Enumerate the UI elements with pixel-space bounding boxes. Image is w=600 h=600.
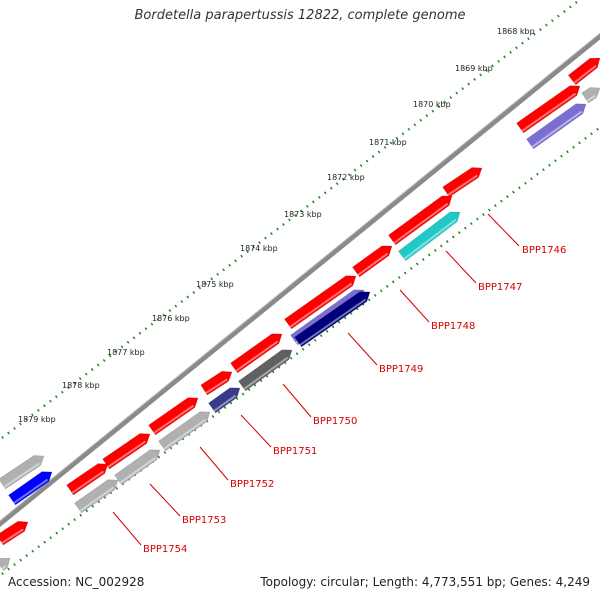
feature-forward-3-shine: [447, 174, 478, 196]
feature-forward-1: [516, 85, 581, 134]
gene-leader-line: [487, 213, 520, 247]
tick-label: 1871 kbp: [369, 138, 407, 147]
feature-grey-2-shine: [119, 456, 157, 484]
feature-grey-3-shine: [79, 486, 115, 512]
gene-leader-line: [240, 414, 272, 448]
tick-label: 1877 kbp: [107, 348, 145, 357]
feature-forward-10: [102, 433, 151, 470]
tick-label: 1873 kbp: [284, 210, 322, 219]
feature-slate-shine: [213, 394, 237, 412]
feature-cyan: [397, 211, 461, 262]
tick-label: 1869 kbp: [455, 64, 493, 73]
feature-grey-5-shine: [1, 565, 7, 570]
feature-forward-8: [200, 370, 233, 396]
gene-leader-line: [347, 332, 378, 366]
feature-grey-5: [0, 557, 11, 572]
feature-grey-1-shine: [163, 418, 207, 450]
feature-slate: [208, 387, 241, 414]
tick-label: 1876 kbp: [152, 314, 190, 323]
feature-reverse-2-shine: [586, 94, 596, 102]
gene-label: BPP1747: [478, 282, 522, 293]
feature-forward-6-shine: [289, 282, 353, 328]
feature-forward-4: [388, 195, 453, 246]
feature-forward-5-shine: [357, 252, 389, 276]
feature-reverse-1: [526, 103, 587, 150]
feature-grey-3: [74, 479, 119, 514]
feature-forward-12-shine: [1, 528, 24, 544]
feature-reverse-2: [581, 87, 600, 104]
gene-label: BPP1754: [143, 544, 187, 555]
genome-backbone-highlight: [0, 32, 600, 522]
gene-leader-line: [282, 383, 312, 418]
feature-forward-3: [442, 167, 483, 198]
feature-grey-4-shine: [3, 462, 40, 488]
feature-forward-10-shine: [107, 440, 146, 468]
gene-leader-line: [399, 289, 430, 323]
gene-label: BPP1751: [273, 446, 317, 457]
feature-forward-9: [148, 397, 199, 436]
feature-dark-grey: [238, 349, 293, 392]
tick-label: 1879 kbp: [18, 415, 56, 424]
feature-forward-4-shine: [393, 202, 449, 244]
inner-tick-track: [0, 125, 600, 578]
tick-label: 1870 kbp: [413, 100, 451, 109]
feature-blue: [8, 471, 53, 506]
genome-summary: Topology: circular; Length: 4,773,551 bp…: [260, 575, 590, 589]
feature-cyan-shine: [403, 218, 457, 260]
tick-label: 1868 kbp: [497, 27, 535, 36]
gene-leader-line: [149, 483, 181, 517]
gene-leader-line: [445, 250, 477, 284]
tick-label: 1878 kbp: [62, 381, 100, 390]
feature-forward-1-shine: [521, 92, 577, 132]
gene-label: BPP1750: [313, 416, 357, 427]
feature-grey-4: [0, 455, 45, 490]
gene-label: BPP1753: [182, 515, 226, 526]
tick-label: 1875 kbp: [196, 280, 234, 289]
feature-forward-2-shine: [573, 64, 597, 84]
feature-grey-2: [114, 449, 161, 486]
accession-label: Accession: NC_002928: [8, 575, 145, 589]
feature-forward-7: [230, 333, 283, 374]
gene-leader-line: [199, 446, 229, 481]
feature-forward-6: [284, 275, 357, 330]
feature-forward-7-shine: [235, 340, 279, 372]
genome-backbone: [0, 33, 600, 527]
tick-label: 1872 kbp: [327, 173, 365, 182]
feature-reverse-1-shine: [531, 110, 583, 148]
feature-forward-11-shine: [71, 470, 104, 494]
outer-tick-track: [0, 0, 582, 441]
feature-forward-5: [352, 245, 393, 278]
feature-forward-2: [567, 57, 600, 86]
feature-navy-shine: [299, 298, 367, 346]
feature-dark-grey-shine: [243, 356, 289, 390]
feature-forward-12: [0, 520, 29, 546]
gene-label: BPP1752: [230, 479, 274, 490]
gene-label: BPP1746: [522, 245, 566, 256]
feature-grey-1: [158, 411, 211, 452]
feature-forward-9-shine: [153, 404, 195, 434]
map-title: Bordetella parapertussis 12822, complete…: [134, 8, 466, 23]
feature-navy: [294, 291, 371, 348]
feature-forward-11: [66, 463, 109, 496]
gene-label: BPP1749: [379, 364, 423, 375]
gene-label: BPP1748: [431, 321, 475, 332]
feature-blue-shine: [13, 478, 49, 504]
feature-forward-8-shine: [205, 378, 228, 394]
gene-leader-line: [112, 511, 142, 546]
tick-label: 1874 kbp: [240, 244, 278, 253]
